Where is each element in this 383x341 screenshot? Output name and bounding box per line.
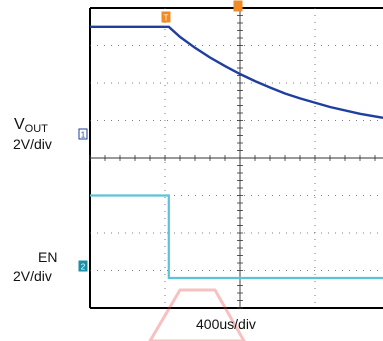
vout-trace: [90, 25, 383, 120]
ch1-marker-text: 1: [81, 131, 86, 140]
grid: [89, 7, 383, 309]
en-label: EN: [38, 249, 58, 265]
ch1-marker: 1: [78, 128, 88, 140]
vout-scale-label: 2V/div: [13, 136, 52, 152]
time-scale-label: 400us/div: [196, 316, 256, 332]
channel-markers: T 1 2: [78, 0, 243, 272]
en-scale-label: 2V/div: [13, 268, 52, 284]
trigger-position-marker-box: [233, 0, 243, 12]
vout-label: VOUT: [14, 116, 48, 136]
ch1-marker-box: [78, 128, 88, 140]
ch2-marker-text: 2: [81, 263, 86, 272]
en-trace: [90, 194, 383, 280]
watermark: [148, 288, 246, 341]
trigger-position-marker: [233, 0, 243, 12]
ch2-marker-box: [78, 260, 88, 272]
trigger-marker-box: [161, 11, 171, 23]
trigger-marker: T: [161, 11, 171, 23]
trigger-marker-text: T: [164, 14, 169, 23]
ch2-marker: 2: [78, 260, 88, 272]
